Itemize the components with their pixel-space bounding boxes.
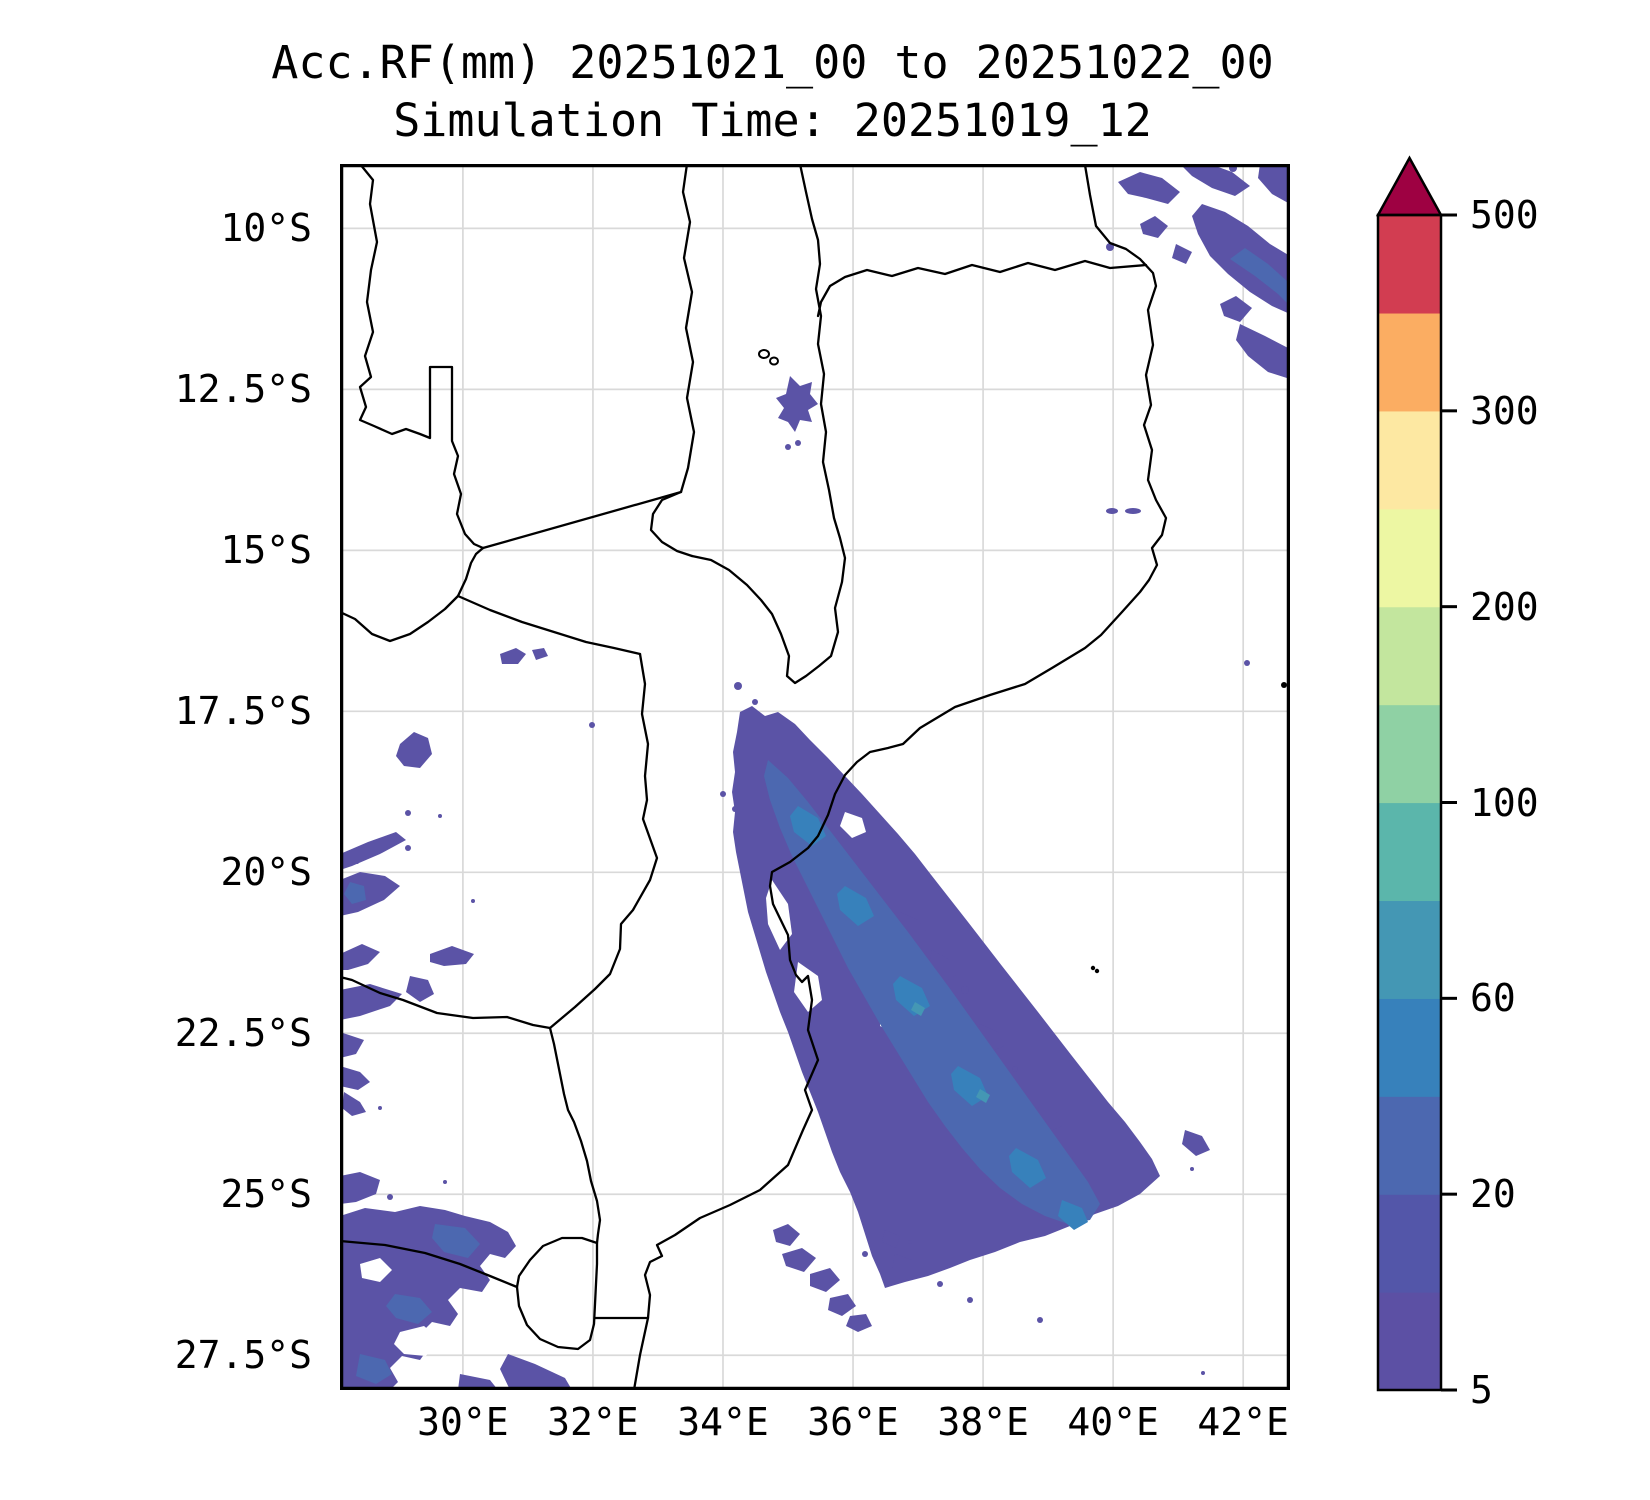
colorbar-segment xyxy=(1378,1096,1441,1195)
border-eswatini xyxy=(515,1236,599,1351)
border-zambezi xyxy=(340,546,485,643)
coastline xyxy=(632,164,1168,1390)
y-tick-label: 15°S xyxy=(220,528,312,573)
y-tick-label: 25°S xyxy=(220,1172,312,1217)
colorbar-tick-label: 200 xyxy=(1470,584,1539,629)
y-tick-label: 10°S xyxy=(220,206,312,251)
lake-malawi-island xyxy=(758,349,770,359)
rain-level-20-40mm xyxy=(344,248,1288,1384)
country-borders xyxy=(340,164,1287,1390)
border-zimbabwe-mozambique xyxy=(548,652,659,1030)
rain-level-5-20mm xyxy=(340,164,1290,1390)
border-southafrica-west-line xyxy=(340,1239,519,1289)
colorbar-tick-label: 500 xyxy=(1470,193,1539,237)
y-tick-label: 27.5°S xyxy=(174,1333,312,1378)
colorbar-segment xyxy=(1378,215,1441,314)
y-tick-label: 12.5°S xyxy=(174,367,312,412)
border-limpopo-west xyxy=(340,975,552,1030)
colorbar-tick-label: 300 xyxy=(1470,388,1539,433)
colorbar-over-arrow xyxy=(1375,155,1444,217)
x-tick-label: 40°E xyxy=(1067,1400,1159,1444)
channel-island-dot xyxy=(1281,682,1287,688)
plot-title: Acc.RF(mm) 20251021_00 to 20251022_00 xyxy=(271,36,1274,89)
colorbar-segment xyxy=(1378,1292,1441,1391)
y-tick-label: 17.5°S xyxy=(174,689,312,734)
colorbar-tick-label: 5 xyxy=(1470,1368,1493,1412)
x-tick-label: 32°E xyxy=(547,1400,639,1444)
x-tick-label: 34°E xyxy=(677,1400,769,1444)
x-tick-label: 30°E xyxy=(417,1400,509,1444)
colorbar-segment xyxy=(1378,312,1441,412)
colorbar-segment xyxy=(1378,802,1441,902)
colorbar-tick-label: 20 xyxy=(1470,1172,1516,1217)
channel-island-dot xyxy=(1090,965,1096,971)
colorbar-tick-label: 100 xyxy=(1470,780,1539,825)
border-tanzania-mozambique xyxy=(816,259,1148,318)
y-tick-label: 22.5°S xyxy=(174,1011,312,1056)
colorbar-segment xyxy=(1378,900,1441,999)
colorbar-segment xyxy=(1378,606,1441,706)
x-tick-label: 38°E xyxy=(937,1400,1029,1444)
plot-subtitle-simulation-time: Simulation Time: 20251019_12 xyxy=(393,94,1152,147)
lake-malawi-island xyxy=(769,356,779,366)
border-zimbabwe-north xyxy=(456,594,642,656)
colorbar-segment xyxy=(1378,1194,1441,1293)
border-malawi-west xyxy=(649,164,696,558)
colorbar xyxy=(1375,155,1457,1392)
border-malawi-east xyxy=(690,164,847,685)
channel-island-dot xyxy=(1094,968,1100,974)
map-plot-area xyxy=(340,164,1290,1390)
x-tick-label: 42°E xyxy=(1197,1400,1289,1444)
border-zambia-mozambique xyxy=(481,490,683,550)
colorbar-segment xyxy=(1378,998,1441,1097)
rain-level-60-80mm xyxy=(911,1002,990,1103)
colorbar-segment xyxy=(1378,704,1441,804)
rainfall-contours xyxy=(340,164,1290,1390)
y-tick-label: 20°S xyxy=(220,850,312,895)
border-zambia-drc xyxy=(358,164,485,550)
map-frame xyxy=(340,164,1290,1390)
x-tick-label: 36°E xyxy=(807,1400,899,1444)
colorbar-segment xyxy=(1378,410,1441,510)
border-southafrica-mozambique xyxy=(548,1026,602,1245)
colorbar-segment xyxy=(1378,508,1441,608)
colorbar-tick-label: 60 xyxy=(1470,976,1516,1021)
